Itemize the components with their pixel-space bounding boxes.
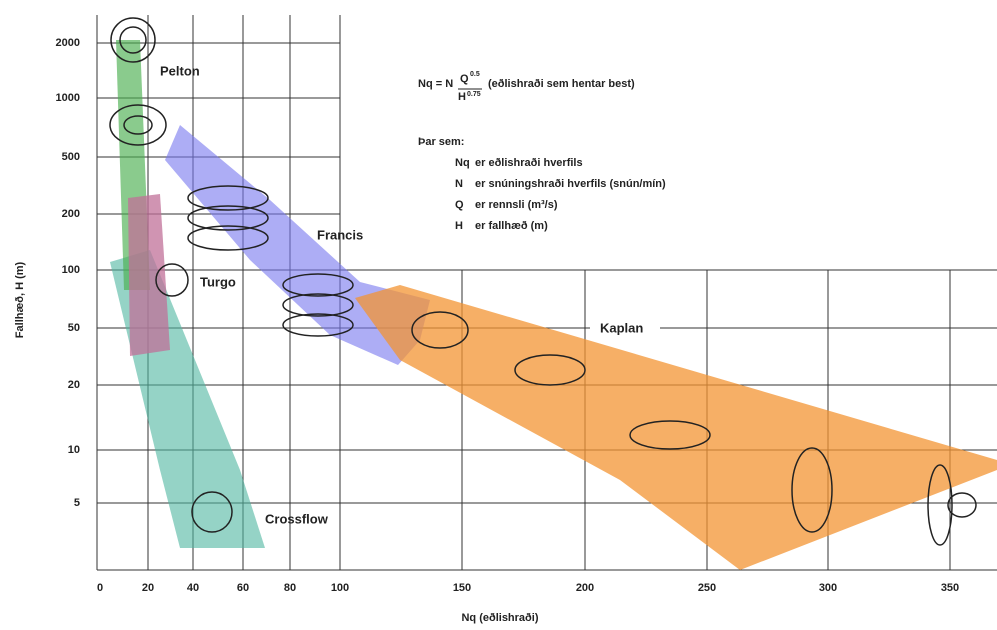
legend-symbol: N [455,178,463,190]
x-tick-label: 300 [819,582,837,594]
legend-text: er fallhæð (m) [475,220,548,232]
formula: 0.75 [467,91,481,98]
regions [110,40,997,570]
x-tick-label: 40 [187,582,199,594]
formula: (eðlishraði sem hentar best) [488,78,635,90]
formula: Nq = N [418,78,453,90]
x-tick-label: 20 [142,582,154,594]
x-tick-label: 350 [941,582,959,594]
turbine-icons [109,17,977,546]
legend-symbol: H [455,220,463,232]
x-tick-label: 60 [237,582,249,594]
y-tick-label: 10 [68,444,80,456]
x-axis-title: Nq (eðlishraði) [461,612,538,624]
y-tick-label: 5 [74,497,80,509]
y-tick-label: 200 [62,208,80,220]
y-tick-label: 20 [68,379,80,391]
formula: 0.5 [470,71,480,78]
region-label: Francis [317,227,363,242]
legend-text: er eðlishraði hverfils [475,157,583,169]
legend-symbol: Nq [455,157,470,169]
x-tick-label: 100 [331,582,349,594]
y-ticks: 2000 1000 500 200 100 50 20 10 5 [56,37,80,509]
region-label: Kaplan [600,320,643,335]
region-label: Turgo [200,274,236,289]
legend-heading: Þar sem: [418,136,464,148]
legend-text: er snúningshraði hverfils (snún/mín) [475,178,666,190]
formula: H [458,91,466,103]
x-tick-label: 0 [97,582,103,594]
formula: Q [460,73,469,85]
x-tick-label: 80 [284,582,296,594]
y-tick-label: 50 [68,322,80,334]
y-axis-title: Fallhæð, H (m) [14,261,26,338]
x-ticks: 0 20 40 60 80 100 150 200 250 300 350 [97,582,959,594]
y-tick-label: 500 [62,151,80,163]
x-tick-label: 200 [576,582,594,594]
legend-text: er rennsli (m³/s) [475,199,558,211]
y-tick-label: 1000 [56,92,80,104]
kaplan-region [355,285,997,570]
region-label: Pelton [160,63,200,78]
turgo-region [128,194,170,356]
y-tick-label: 2000 [56,37,80,49]
x-tick-label: 150 [453,582,471,594]
y-tick-label: 100 [62,264,80,276]
x-tick-label: 250 [698,582,716,594]
region-label: Crossflow [265,511,329,526]
legend-symbol: Q [455,199,464,211]
